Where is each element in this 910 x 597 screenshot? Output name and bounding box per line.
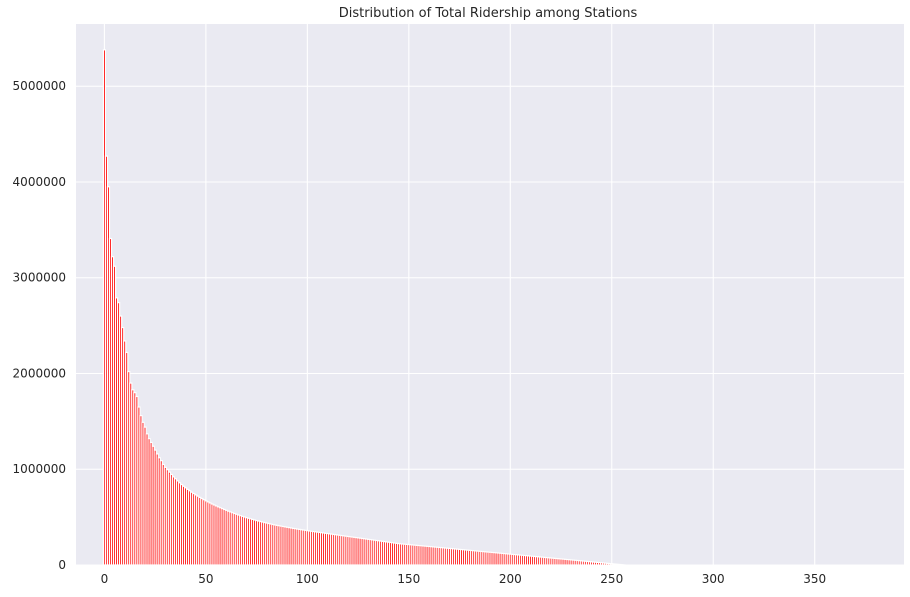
x-tick-label: 250 (600, 572, 623, 586)
x-tick-label: 350 (803, 572, 826, 586)
x-tick-label: 100 (296, 572, 319, 586)
x-tick-label: 200 (499, 572, 522, 586)
bars (102, 49, 626, 566)
y-tick-label: 2000000 (13, 366, 66, 380)
x-tick-label: 300 (702, 572, 725, 586)
x-axis-ticks: 0 50 100 150 200 250 300 350 (101, 572, 827, 586)
y-tick-label: 5000000 (13, 79, 66, 93)
x-tick-label: 50 (198, 572, 213, 586)
chart-title: Distribution of Total Ridership among St… (339, 6, 638, 21)
x-tick-label: 150 (397, 572, 420, 586)
y-tick-label: 1000000 (13, 462, 66, 476)
y-axis-ticks: 0 1000000 2000000 3000000 4000000 5000000 (13, 79, 66, 572)
plot-background (76, 24, 904, 565)
x-tick-label: 0 (101, 572, 109, 586)
y-tick-label: 0 (58, 558, 66, 572)
y-tick-label: 4000000 (13, 175, 66, 189)
y-tick-label: 3000000 (13, 271, 66, 285)
gridlines (76, 24, 904, 566)
